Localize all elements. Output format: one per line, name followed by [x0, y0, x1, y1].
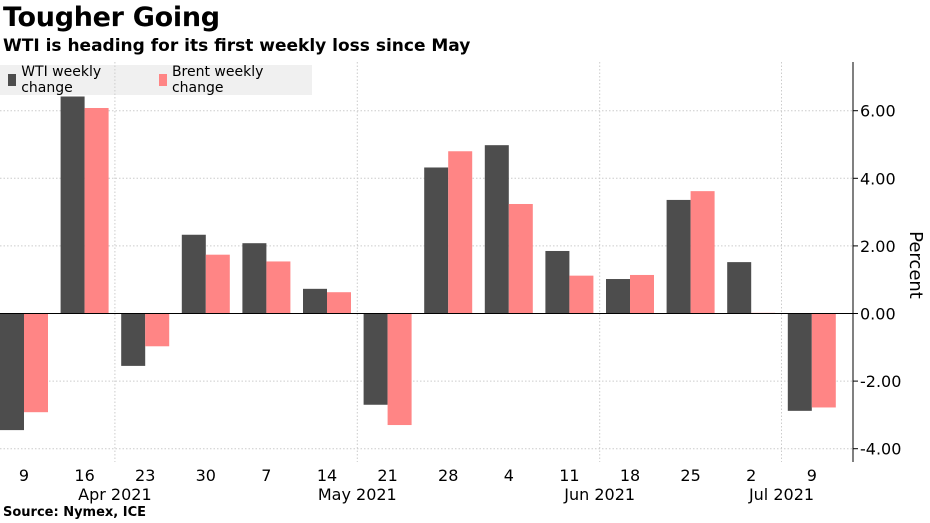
x-tick-label-13: 9: [807, 466, 817, 485]
x-tick-label-10: 18: [620, 466, 640, 485]
month-label-1: May 2021: [318, 485, 397, 504]
y-tick-label-3: 0.00: [860, 305, 896, 324]
x-tick-label-6: 21: [377, 466, 397, 485]
bar-wti-0: [0, 313, 24, 431]
bar-brent-1: [84, 107, 109, 314]
bar-brent-0: [24, 313, 48, 413]
bar-wti-11: [666, 199, 691, 314]
x-tick-label-1: 16: [74, 466, 94, 485]
bar-wti-4: [242, 243, 267, 314]
bar-wti-2: [121, 313, 146, 366]
x-tick-label-9: 11: [559, 466, 579, 485]
bar-brent-8: [508, 203, 533, 314]
legend-item-wti: WTI weekly change: [8, 64, 145, 96]
bar-brent-3: [205, 254, 230, 314]
bar-brent-13: [811, 313, 836, 408]
bar-wti-1: [60, 96, 85, 314]
bar-brent-7: [448, 151, 473, 314]
bar-brent-9: [569, 275, 594, 314]
bar-brent-11: [690, 191, 715, 314]
bar-brent-5: [327, 292, 351, 314]
bar-brent-10: [630, 274, 654, 314]
x-tick-label-2: 23: [135, 466, 155, 485]
x-tick-label-4: 7: [261, 466, 271, 485]
source-note: Source: Nymex, ICE: [3, 505, 147, 520]
month-label-2: Jun 2021: [563, 485, 635, 504]
x-tick-label-12: 2: [746, 466, 756, 485]
bar-wti-7: [424, 167, 449, 314]
chart-title: Tougher Going: [3, 2, 220, 33]
legend-swatch-wti: [8, 74, 17, 86]
month-label-3: Jul 2021: [748, 485, 814, 504]
bar-brent-6: [387, 313, 412, 426]
bar-wti-6: [363, 313, 388, 405]
bar-wti-8: [484, 145, 509, 314]
bar-wti-5: [303, 288, 327, 314]
bar-wti-9: [545, 250, 570, 314]
y-tick-label-1: 4.00: [860, 169, 896, 188]
y-tick-label-2: 2.00: [860, 237, 896, 256]
chart-legend: WTI weekly change Brent weekly change: [0, 64, 312, 96]
x-tick-label-7: 28: [438, 466, 458, 485]
y-axis-title: Percent: [905, 231, 926, 299]
y-tick-label-0: 6.00: [860, 102, 896, 121]
month-label-0: Apr 2021: [78, 485, 151, 504]
y-tick-label-4: -2.00: [860, 372, 901, 391]
bar-wti-13: [787, 313, 812, 411]
x-tick-label-8: 4: [504, 466, 514, 485]
legend-label-brent: Brent weekly change: [171, 64, 264, 96]
x-tick-label-5: 14: [317, 466, 337, 485]
x-tick-label-11: 25: [680, 466, 700, 485]
bar-brent-2: [145, 313, 170, 347]
x-tick-label-3: 30: [196, 466, 216, 485]
legend-label-wti: WTI weekly change: [21, 64, 102, 96]
legend-swatch-brent: [158, 74, 167, 86]
legend-item-brent: Brent weekly change: [158, 64, 306, 96]
x-tick-label-0: 9: [19, 466, 29, 485]
bar-wti-3: [181, 234, 206, 314]
y-tick-label-5: -4.00: [860, 440, 901, 459]
chart-subtitle: WTI is heading for its first weekly loss…: [3, 36, 471, 56]
bar-wti-12: [727, 262, 752, 314]
bar-wti-10: [606, 279, 630, 314]
bar-brent-4: [266, 261, 291, 314]
